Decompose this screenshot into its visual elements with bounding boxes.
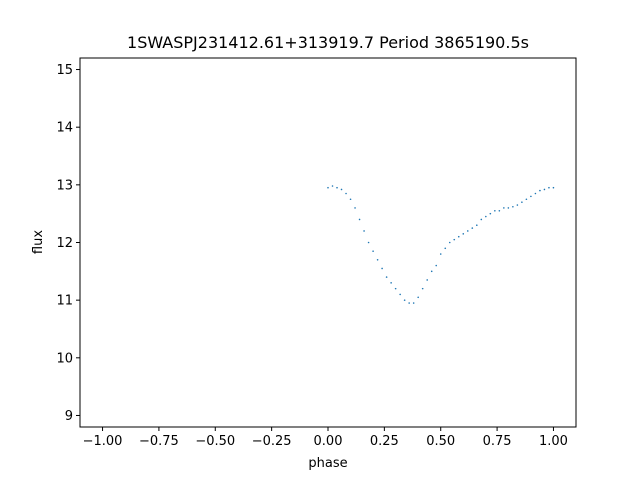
x-tick-label: 0.50 [426, 434, 455, 449]
y-tick-label: 15 [56, 63, 73, 78]
data-point [327, 186, 329, 189]
data-point [331, 185, 334, 187]
data-point [354, 207, 356, 209]
data-point [363, 230, 365, 232]
data-point [512, 205, 514, 208]
data-point [530, 195, 532, 198]
data-point [358, 218, 361, 221]
data-point [480, 218, 483, 221]
data-point [466, 230, 469, 232]
data-point [453, 238, 456, 241]
data-point [403, 299, 406, 301]
data-point [381, 267, 383, 270]
x-tick-label: 0.75 [483, 434, 512, 449]
data-point [394, 287, 397, 290]
chart-title: 1SWASPJ231412.61+313919.7 Period 3865190… [127, 33, 529, 52]
x-tick-label: 0.00 [314, 434, 343, 449]
data-point [340, 188, 343, 191]
data-point [448, 241, 451, 244]
data-point [516, 204, 519, 206]
x-tick-label: −0.75 [139, 434, 179, 449]
x-tick-label: 1.00 [539, 434, 568, 449]
data-point [430, 270, 433, 273]
data-point [421, 287, 424, 290]
data-point [390, 282, 392, 284]
x-axis-label: phase [308, 456, 347, 471]
data-point [552, 186, 555, 189]
y-tick-label: 9 [65, 409, 73, 424]
data-point [534, 192, 537, 195]
x-tick-label: 0.25 [370, 434, 399, 449]
data-point [345, 192, 347, 195]
data-point [372, 250, 374, 252]
data-point [457, 235, 460, 238]
data-points [327, 185, 555, 304]
data-point [485, 215, 487, 218]
data-point [539, 189, 541, 192]
y-tick-label: 10 [56, 351, 73, 366]
data-point [489, 212, 492, 215]
data-point [367, 241, 370, 244]
data-point [503, 207, 505, 209]
x-tick-label: −1.00 [83, 434, 123, 449]
data-point [412, 302, 415, 304]
data-point [385, 276, 388, 278]
data-point [507, 207, 510, 209]
y-tick-label: 12 [56, 236, 73, 251]
x-axis: −1.00 −0.75 −0.50 −0.25 0.00 0.25 0.50 0.75 1.00 [83, 427, 568, 449]
data-point [548, 186, 550, 189]
x-tick-label: −0.50 [195, 434, 235, 449]
data-point [494, 209, 496, 212]
data-point [408, 302, 410, 304]
data-point [462, 233, 465, 235]
y-axis-label: flux [31, 230, 46, 254]
data-point [417, 296, 419, 299]
y-tick-label: 14 [56, 121, 73, 136]
x-tick-label: −0.25 [252, 434, 292, 449]
data-point [376, 259, 379, 261]
data-point [525, 198, 528, 201]
data-point [498, 209, 501, 212]
y-tick-label: 13 [56, 178, 73, 193]
data-point [439, 253, 442, 255]
data-point [521, 201, 523, 203]
data-point [471, 227, 474, 229]
data-point [349, 198, 352, 201]
data-point [399, 293, 401, 296]
data-point [476, 224, 478, 226]
data-point [444, 247, 447, 250]
y-axis: 9 10 11 12 13 14 15 [56, 63, 80, 424]
y-tick-label: 11 [56, 294, 73, 309]
data-point [543, 188, 546, 191]
data-point [336, 186, 338, 189]
data-point [435, 264, 438, 267]
data-point [426, 279, 429, 281]
